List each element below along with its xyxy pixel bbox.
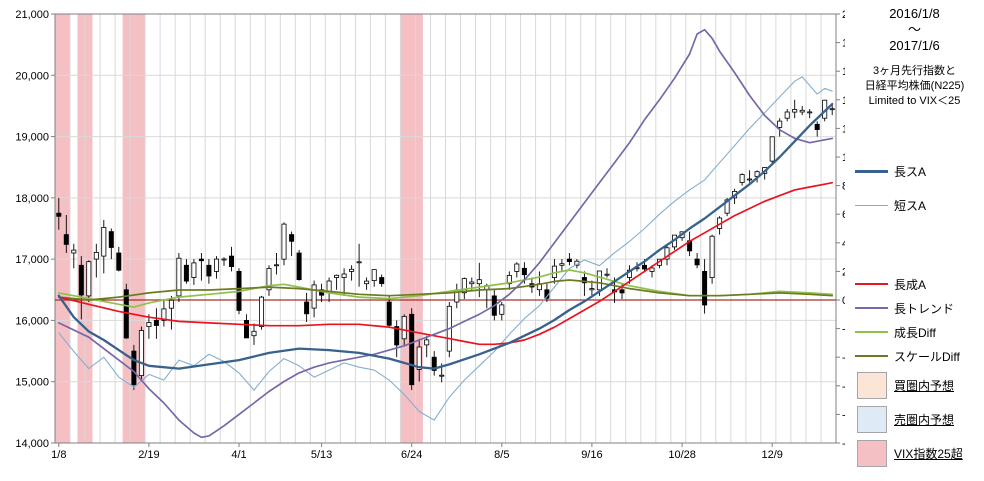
svg-text:0: 0	[842, 295, 845, 307]
legend-line-swatch-0	[855, 169, 888, 173]
legend-label-2: 長成A	[894, 277, 927, 292]
period-end: 2017/1/6	[889, 38, 940, 53]
vix-band	[55, 14, 70, 443]
x-axis-labels: 1/8 2/19 4/1 5/13 6/24 8/5 9/16 10/28 12/9	[51, 443, 783, 461]
svg-text:8/5: 8/5	[494, 449, 509, 461]
legend-label-5: スケールDiff	[894, 349, 960, 364]
legend-area-swatch-2	[857, 440, 887, 467]
svg-text:9/16: 9/16	[581, 449, 602, 461]
vix-bands	[55, 14, 423, 443]
legend-item-vix-over-25: VIX指数25超	[857, 440, 963, 467]
svg-text:16,000: 16,000	[15, 315, 49, 327]
legend-line-swatch-1	[855, 204, 888, 206]
svg-text:6/24: 6/24	[401, 449, 422, 461]
svg-text:15,000: 15,000	[15, 377, 49, 389]
series-scale-diff	[57, 279, 834, 301]
legend-label-3: 長トレンド	[894, 301, 955, 316]
period-range: 2016/1/8 ～ 2017/1/6	[845, 6, 984, 54]
legend-item-buy-zone-forecast: 買圏内予想	[857, 372, 954, 399]
svg-text:12/9: 12/9	[761, 449, 782, 461]
legend-area-swatch-1	[857, 406, 887, 433]
svg-text:10: 10	[842, 152, 845, 164]
legend-line-swatch-5	[855, 355, 888, 357]
period-start: 2016/1/8	[889, 6, 940, 21]
legend-item-scale-diff: スケールDiff	[855, 348, 960, 364]
legend-item-cho-trend: 長トレンド	[855, 300, 954, 316]
svg-text:20: 20	[842, 9, 845, 21]
legend-item-sell-zone-forecast: 売圏内予想	[857, 406, 954, 433]
svg-text:16: 16	[842, 66, 845, 78]
svg-text:-4: -4	[842, 352, 845, 364]
legend-label-0: 長スA	[894, 164, 927, 179]
legend-line-swatch-2	[855, 283, 888, 285]
svg-text:6: 6	[842, 209, 845, 221]
svg-text:19,000: 19,000	[15, 132, 49, 144]
svg-text:12: 12	[842, 123, 845, 135]
legend-item-tansu-a: 短スA	[855, 197, 926, 213]
legend-line-swatch-4	[855, 331, 888, 333]
chart-title: 3ヶ月先行指数と 日経平均株価(N225) Limited to VIX＜25	[845, 64, 984, 109]
right-axis-labels: -10 -8 -6 -4 -2 0 2 4 6 8 10 12 14 16 18 20	[836, 9, 845, 450]
svg-text:4: 4	[842, 238, 845, 250]
svg-text:-2: -2	[842, 324, 845, 336]
legend-line-swatch-3	[855, 307, 888, 309]
svg-text:14: 14	[842, 95, 845, 107]
legend-item-chosu-a: 長スA	[855, 163, 926, 179]
period-tilde: ～	[907, 22, 921, 37]
svg-text:14,000: 14,000	[15, 438, 49, 450]
svg-text:1/8: 1/8	[51, 449, 66, 461]
legend-area-label-1: 売圏内予想	[894, 413, 955, 427]
legend-label-4: 成長Diff	[894, 325, 936, 340]
legend-area-label-2: VIX指数25超	[894, 447, 963, 461]
svg-text:2: 2	[842, 266, 845, 278]
svg-text:18,000: 18,000	[15, 193, 49, 205]
gridlines	[55, 14, 836, 443]
svg-text:20,000: 20,000	[15, 70, 49, 82]
svg-text:-6: -6	[842, 381, 845, 393]
legend-area-label-0: 買圏内予想	[894, 379, 955, 393]
series-chosu-a	[57, 102, 834, 370]
series-cho-trend	[57, 28, 834, 439]
legend-panel: 2016/1/8 ～ 2017/1/6 3ヶ月先行指数と 日経平均株価(N225…	[845, 0, 984, 481]
svg-text:17,000: 17,000	[15, 254, 49, 266]
svg-text:4/1: 4/1	[231, 449, 246, 461]
legend-label-1: 短スA	[894, 198, 927, 213]
chart-title-line2: 日経平均株価(N225)	[864, 80, 965, 92]
plot-border	[54, 13, 837, 444]
svg-text:5/13: 5/13	[311, 449, 332, 461]
svg-text:18: 18	[842, 38, 845, 50]
candlesticks	[56, 99, 835, 390]
legend-item-chosei-a: 長成A	[855, 276, 926, 292]
svg-text:8: 8	[842, 181, 845, 193]
nikkei-candlestick-chart: 14,000 15,000 16,000 17,000 18,000 19,000 20,0…	[15, 9, 845, 461]
svg-text:2/19: 2/19	[138, 449, 159, 461]
chart-title-line1: 3ヶ月先行指数と	[872, 65, 957, 77]
svg-text:-10: -10	[842, 438, 845, 450]
left-axis-labels: 14,000 15,000 16,000 17,000 18,000 19,000 20,0…	[15, 9, 55, 450]
svg-text:-8: -8	[842, 409, 845, 421]
chart-title-line3: Limited to VIX＜25	[868, 95, 961, 107]
series-chosei-a	[57, 181, 834, 346]
svg-text:10/28: 10/28	[668, 449, 696, 461]
legend-area-swatch-0	[857, 372, 887, 399]
legend-item-seicho-diff: 成長Diff	[855, 324, 936, 340]
svg-text:21,000: 21,000	[15, 9, 49, 21]
